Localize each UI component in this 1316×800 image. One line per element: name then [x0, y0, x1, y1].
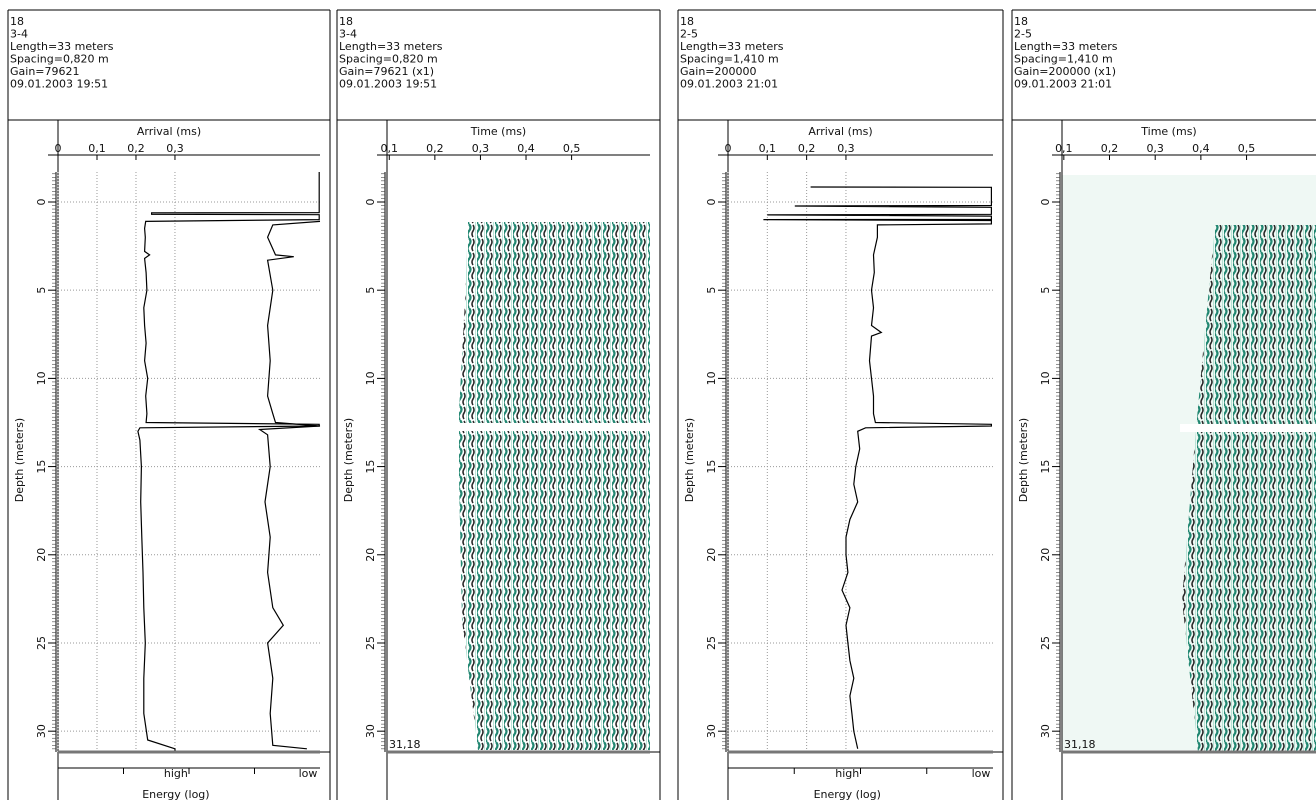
- x-tick-label: 0,3: [166, 142, 184, 155]
- header-line: 18: [680, 15, 694, 28]
- header-line: Spacing=1,410 m: [680, 53, 779, 66]
- seismic-image: [455, 175, 1316, 752]
- x-tick-label: 0,1: [381, 142, 399, 155]
- y-tick-label: 20: [364, 548, 377, 562]
- x-tick-label: 0,3: [1146, 142, 1164, 155]
- y-tick-label: 10: [364, 371, 377, 385]
- y-tick-label: 30: [35, 724, 48, 738]
- energy-label: low: [299, 767, 318, 780]
- header-line: 18: [1014, 15, 1028, 28]
- header-line: 09.01.2003 19:51: [339, 78, 437, 91]
- y-tick-label: 15: [35, 460, 48, 474]
- x-tick-label: 0,2: [127, 142, 145, 155]
- x-tick-label: 0: [725, 142, 732, 155]
- header-line: Spacing=1,410 m: [1014, 53, 1113, 66]
- x-tick-label: 0: [55, 142, 62, 155]
- y-tick-label: 25: [1039, 636, 1052, 650]
- y-tick-label: 20: [35, 548, 48, 562]
- header-line: Gain=200000: [680, 65, 757, 78]
- y-tick-label: 25: [35, 636, 48, 650]
- top-axis-title: Time (ms): [470, 125, 526, 138]
- depth-axis-title: Depth (meters): [342, 418, 355, 502]
- header-line: 3-4: [10, 28, 28, 41]
- y-tick-label: 25: [364, 636, 377, 650]
- top-axis-title: Arrival (ms): [137, 125, 201, 138]
- header-line: 3-4: [339, 28, 357, 41]
- bottom-axis-title: Energy (log): [814, 788, 881, 800]
- log-view: 183-4Length=33 metersSpacing=0,820 mGain…: [0, 0, 1316, 800]
- x-tick-label: 0,4: [1192, 142, 1210, 155]
- header-line: 18: [10, 15, 24, 28]
- y-tick-label: 10: [1039, 371, 1052, 385]
- header-line: 09.01.2003 21:01: [1014, 78, 1112, 91]
- header-line: 09.01.2003 19:51: [10, 78, 108, 91]
- header-line: Spacing=0,820 m: [339, 53, 438, 66]
- y-tick-label: 10: [35, 371, 48, 385]
- arrival-curve: [763, 187, 991, 749]
- arrival-curve: [138, 172, 319, 751]
- max-depth-label: 31,18: [389, 738, 421, 751]
- depth-axis-title: Depth (meters): [683, 418, 696, 502]
- header-line: 2-5: [680, 28, 698, 41]
- x-tick-label: 0,4: [517, 142, 535, 155]
- x-tick-label: 0,5: [1238, 142, 1256, 155]
- y-tick-label: 5: [1039, 287, 1052, 294]
- depth-axis-title: Depth (meters): [13, 418, 26, 502]
- y-tick-label: 20: [705, 548, 718, 562]
- header-line: Spacing=0,820 m: [10, 53, 109, 66]
- y-tick-label: 20: [1039, 548, 1052, 562]
- energy-label: low: [972, 767, 991, 780]
- x-tick-label: 0,1: [759, 142, 777, 155]
- top-axis-title: Time (ms): [1140, 125, 1196, 138]
- y-tick-label: 25: [705, 636, 718, 650]
- y-tick-label: 0: [1039, 198, 1052, 205]
- x-tick-label: 0,2: [1101, 142, 1119, 155]
- header-line: Length=33 meters: [339, 40, 443, 53]
- energy-label: high: [835, 767, 859, 780]
- depth-axis-title: Depth (meters): [1017, 418, 1030, 502]
- header-line: 18: [339, 15, 353, 28]
- x-tick-label: 0,1: [1055, 142, 1073, 155]
- y-tick-label: 10: [705, 371, 718, 385]
- header-line: Gain=200000 (x1): [1014, 65, 1116, 78]
- energy-label: high: [164, 767, 188, 780]
- y-tick-label: 5: [35, 287, 48, 294]
- top-axis-title: Arrival (ms): [808, 125, 872, 138]
- y-tick-label: 0: [35, 198, 48, 205]
- energy-curve: [260, 221, 320, 748]
- y-tick-label: 0: [705, 198, 718, 205]
- y-tick-label: 30: [1039, 724, 1052, 738]
- x-tick-label: 0,1: [88, 142, 106, 155]
- x-tick-label: 0,3: [837, 142, 855, 155]
- header-line: Length=33 meters: [680, 40, 784, 53]
- y-tick-label: 5: [705, 287, 718, 294]
- y-tick-label: 15: [364, 460, 377, 474]
- y-tick-label: 30: [364, 724, 377, 738]
- y-tick-label: 5: [364, 287, 377, 294]
- header-line: Length=33 meters: [10, 40, 114, 53]
- y-tick-label: 30: [705, 724, 718, 738]
- bottom-axis-title: Energy (log): [142, 788, 209, 800]
- x-tick-label: 0,2: [426, 142, 444, 155]
- header-line: Length=33 meters: [1014, 40, 1118, 53]
- header-line: Gain=79621 (x1): [339, 65, 434, 78]
- max-depth-label: 31,18: [1064, 738, 1096, 751]
- header-line: 2-5: [1014, 28, 1032, 41]
- y-tick-label: 15: [705, 460, 718, 474]
- x-tick-label: 0,5: [563, 142, 581, 155]
- header-line: Gain=79621: [10, 65, 80, 78]
- x-tick-label: 0,2: [798, 142, 816, 155]
- y-tick-label: 15: [1039, 460, 1052, 474]
- y-tick-label: 0: [364, 198, 377, 205]
- header-line: 09.01.2003 21:01: [680, 78, 778, 91]
- x-tick-label: 0,3: [472, 142, 490, 155]
